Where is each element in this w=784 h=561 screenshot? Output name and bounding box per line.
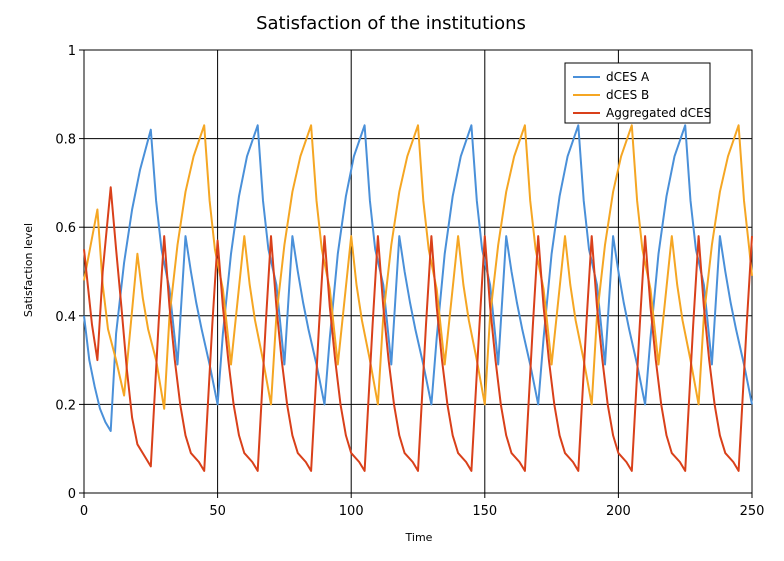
y-tick-label: 0 bbox=[68, 487, 76, 502]
legend: dCES A dCES B Aggregated dCES bbox=[564, 62, 711, 124]
y-tick-labels: 0 0.2 0.4 0.6 0.8 1 bbox=[55, 44, 76, 502]
y-tick-label: 0.4 bbox=[55, 310, 76, 325]
x-tick-labels: 0 50 100 150 200 250 bbox=[80, 504, 765, 519]
x-tick-label: 0 bbox=[80, 504, 88, 519]
y-tick-label: 0.6 bbox=[55, 221, 76, 236]
series-line-dces-a bbox=[83, 124, 753, 432]
y-tick-label: 1 bbox=[68, 44, 76, 59]
x-axis-title: Time bbox=[405, 531, 433, 544]
legend-label: dCES A bbox=[606, 70, 650, 84]
x-tick-label: 250 bbox=[740, 504, 765, 519]
y-tick-label: 0.8 bbox=[55, 133, 76, 148]
legend-label: Aggregated dCES bbox=[606, 106, 711, 120]
series-layer bbox=[83, 124, 753, 472]
x-tick-label: 200 bbox=[606, 504, 631, 519]
y-axis-title: Satisfaction level bbox=[22, 223, 35, 317]
x-tick-label: 50 bbox=[209, 504, 226, 519]
legend-label: dCES B bbox=[606, 88, 649, 102]
x-tick-label: 100 bbox=[339, 504, 364, 519]
series-line-aggregated-dces bbox=[83, 186, 753, 472]
series-line-dces-b bbox=[83, 124, 753, 410]
chart-title: Satisfaction of the institutions bbox=[256, 13, 526, 34]
y-tick-label: 0.2 bbox=[55, 398, 76, 413]
x-tick-label: 150 bbox=[472, 504, 497, 519]
